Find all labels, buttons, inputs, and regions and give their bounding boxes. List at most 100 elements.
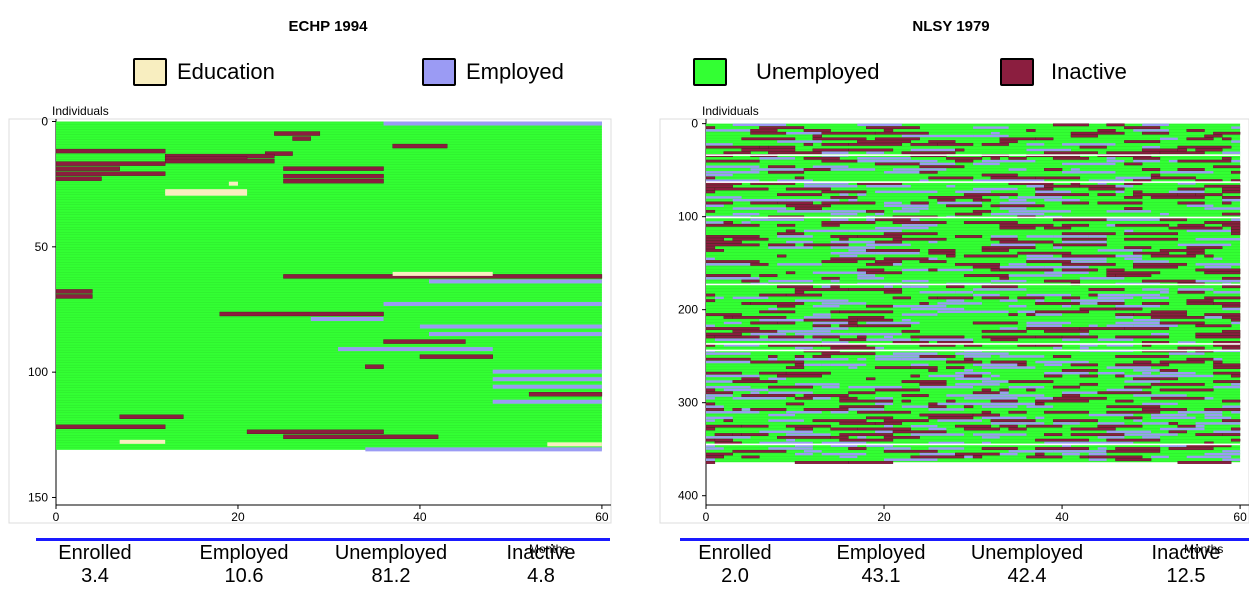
spell-employed (1097, 296, 1134, 300)
spell-inactive (803, 156, 840, 160)
spell-employed (1213, 385, 1241, 389)
spell-employed (901, 285, 911, 288)
spell-inactive (750, 262, 769, 266)
spell-inactive (830, 285, 840, 289)
x-tick-label: 60 (1233, 510, 1247, 524)
spell-employed (786, 240, 813, 244)
x-axis-label: Months (529, 542, 568, 556)
spell-employed (706, 397, 715, 400)
spell-employed (999, 201, 1036, 205)
spell-inactive (883, 419, 929, 423)
spell-employed (1177, 411, 1223, 414)
spell-inactive (1044, 433, 1063, 436)
spell-employed (706, 204, 724, 207)
spell-inactive (1106, 271, 1161, 275)
gap-row (706, 216, 1241, 219)
spell-inactive (1026, 455, 1063, 459)
spell-inactive (705, 187, 716, 191)
spell-employed (1088, 452, 1107, 456)
spell-inactive (990, 360, 1027, 364)
spell-employed (990, 374, 1000, 378)
spell-inactive (705, 235, 760, 238)
spell-inactive (1195, 335, 1241, 339)
spell-employed (1008, 305, 1027, 308)
spell-employed (901, 268, 929, 272)
spell-inactive (741, 433, 769, 436)
stat-enrolled-echp: Enrolled 3.4 (30, 542, 160, 588)
spell-inactive (1133, 265, 1178, 269)
spell-inactive (963, 274, 1009, 277)
spell-inactive (1168, 430, 1187, 434)
spell-inactive (794, 363, 805, 367)
spell-inactive (1070, 363, 1098, 367)
spell-inactive (1133, 251, 1170, 255)
spell-inactive (1008, 156, 1027, 160)
spell-employed (1017, 196, 1063, 199)
spell-inactive (937, 198, 956, 202)
spell-inactive (1070, 134, 1098, 138)
spell-inactive (283, 166, 384, 171)
spell-employed (875, 397, 893, 400)
spell-inactive (1222, 276, 1241, 280)
spell-employed (706, 173, 733, 177)
spell-inactive (1222, 315, 1241, 319)
spell-employed (706, 263, 751, 266)
spell-employed (848, 332, 902, 336)
spell-employed (1008, 263, 1027, 266)
spell-inactive (732, 237, 769, 241)
spell-employed (830, 212, 840, 216)
spell-employed (795, 358, 849, 361)
spell-employed (1204, 265, 1232, 269)
spell-employed (990, 402, 1036, 406)
spell-inactive (1222, 285, 1241, 289)
spell-employed (857, 358, 867, 361)
spell-inactive (999, 268, 1054, 272)
spell-employed (839, 254, 858, 258)
spell-employed (821, 441, 867, 445)
spell-employed (821, 385, 840, 389)
spell-inactive (1133, 193, 1178, 197)
spell-employed (1088, 179, 1125, 182)
spell-employed (1195, 263, 1241, 266)
spell-employed (1168, 190, 1205, 194)
spell-inactive (759, 293, 787, 297)
spell-employed (839, 193, 849, 196)
spell-inactive (1088, 293, 1098, 297)
spell-employed (1204, 413, 1223, 417)
spell-inactive (1026, 424, 1063, 428)
spell-employed (795, 346, 813, 350)
spell-inactive (972, 198, 983, 202)
spell-inactive (705, 293, 716, 297)
spell-inactive (732, 315, 787, 319)
spell-inactive (910, 335, 965, 339)
spell-employed (884, 447, 911, 450)
spell-employed (981, 380, 1009, 383)
spell-employed (1222, 450, 1241, 453)
spell-inactive (812, 355, 831, 358)
legend-item-employed: Employed (422, 56, 564, 88)
spell-inactive (705, 424, 742, 428)
legend-swatch-employed (422, 58, 456, 86)
spell-inactive (830, 427, 858, 431)
spell-employed (1195, 238, 1241, 241)
spell-employed (1195, 422, 1241, 425)
spell-employed (1097, 422, 1125, 425)
spell-inactive (528, 392, 603, 397)
spell-inactive (866, 126, 920, 130)
spell-employed (1222, 198, 1241, 202)
spell-employed (492, 384, 602, 389)
spell-inactive (1061, 296, 1081, 300)
spell-employed (750, 218, 804, 221)
stat-inactive-echp: Inactive 4.8 (476, 542, 606, 588)
spell-employed (1133, 394, 1187, 397)
spell-inactive (1186, 246, 1223, 250)
spell-employed (1142, 422, 1169, 425)
spell-inactive (768, 145, 796, 149)
spell-inactive (794, 288, 849, 291)
spell-employed (795, 383, 840, 386)
spell-employed (1204, 207, 1241, 210)
spell-employed (706, 129, 751, 132)
spell-employed (1026, 254, 1054, 258)
spell-employed (884, 335, 893, 339)
